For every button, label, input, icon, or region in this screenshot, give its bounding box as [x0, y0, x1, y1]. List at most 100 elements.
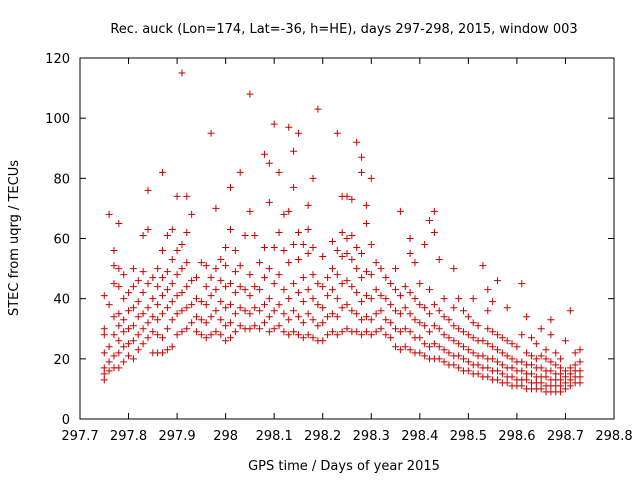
data-point [222, 304, 230, 312]
data-point [430, 207, 438, 215]
data-point [294, 289, 302, 297]
data-point [226, 225, 234, 233]
data-point [159, 310, 167, 318]
data-point [120, 316, 128, 324]
data-point [115, 364, 123, 372]
data-point [460, 343, 468, 351]
data-point [304, 225, 312, 233]
data-point [328, 238, 336, 246]
data-point [396, 207, 404, 215]
data-point [498, 370, 506, 378]
data-point [134, 277, 142, 285]
data-point [159, 292, 167, 300]
y-tick-label: 120 [45, 52, 70, 67]
data-point [367, 295, 375, 303]
data-point [125, 340, 133, 348]
x-tick-label: 298.2 [304, 429, 341, 444]
data-point [110, 331, 118, 339]
data-point [246, 207, 254, 215]
data-point [285, 207, 293, 215]
data-point [440, 358, 448, 366]
data-point [222, 322, 230, 330]
data-point [275, 322, 283, 330]
data-point [260, 319, 268, 327]
x-tick-label: 298.4 [401, 429, 438, 444]
data-point [105, 343, 113, 351]
data-point [367, 316, 375, 324]
data-point [280, 310, 288, 318]
data-point [178, 265, 186, 273]
data-point [193, 328, 201, 336]
data-point [285, 295, 293, 303]
data-point [159, 334, 167, 342]
data-point [129, 283, 137, 291]
data-point [226, 334, 234, 342]
data-point [217, 316, 225, 324]
data-point [217, 298, 225, 306]
data-point [246, 310, 254, 318]
data-point [265, 313, 273, 321]
data-point [484, 364, 492, 372]
data-point [576, 367, 584, 375]
data-point [387, 334, 395, 342]
data-point [576, 346, 584, 354]
data-point [523, 376, 531, 384]
data-point [144, 225, 152, 233]
data-point [183, 304, 191, 312]
data-point [411, 295, 419, 303]
data-point [168, 256, 176, 264]
data-point [430, 228, 438, 236]
data-point [285, 123, 293, 131]
data-point [426, 343, 434, 351]
data-point [144, 186, 152, 194]
data-point [129, 265, 137, 273]
data-point [333, 129, 341, 137]
data-point [566, 376, 574, 384]
data-point [217, 256, 225, 264]
data-point [290, 183, 298, 191]
data-point [173, 292, 181, 300]
chart-title: Rec. auck (Lon=174, Lat=-36, h=HE), days… [110, 22, 577, 37]
data-point [566, 307, 574, 315]
data-point [231, 268, 239, 276]
data-point [416, 319, 424, 327]
data-point [557, 376, 565, 384]
data-point [353, 310, 361, 318]
data-point [527, 352, 535, 360]
data-point [202, 334, 210, 342]
data-point [406, 250, 414, 258]
data-point [557, 364, 565, 372]
data-point [110, 262, 118, 270]
data-point [358, 298, 366, 306]
data-point [183, 325, 191, 333]
x-tick-label: 298.6 [498, 429, 535, 444]
data-point [207, 331, 215, 339]
data-point [154, 265, 162, 273]
data-point [275, 168, 283, 176]
data-point [527, 334, 535, 342]
data-point [392, 286, 400, 294]
data-point [149, 313, 157, 321]
data-point [474, 322, 482, 330]
data-point [338, 253, 346, 261]
data-point [387, 319, 395, 327]
data-point [362, 201, 370, 209]
data-point [367, 331, 375, 339]
data-point [571, 349, 579, 357]
data-point [314, 280, 322, 288]
data-point [401, 304, 409, 312]
data-point [493, 376, 501, 384]
data-point [139, 325, 147, 333]
data-point [110, 313, 118, 321]
data-point [154, 316, 162, 324]
data-point [314, 301, 322, 309]
data-point [455, 352, 463, 360]
data-point [299, 241, 307, 249]
data-point [338, 328, 346, 336]
data-point [343, 301, 351, 309]
data-point [333, 331, 341, 339]
data-point [362, 268, 370, 276]
data-point [353, 244, 361, 252]
data-point [100, 325, 108, 333]
data-point [324, 313, 332, 321]
